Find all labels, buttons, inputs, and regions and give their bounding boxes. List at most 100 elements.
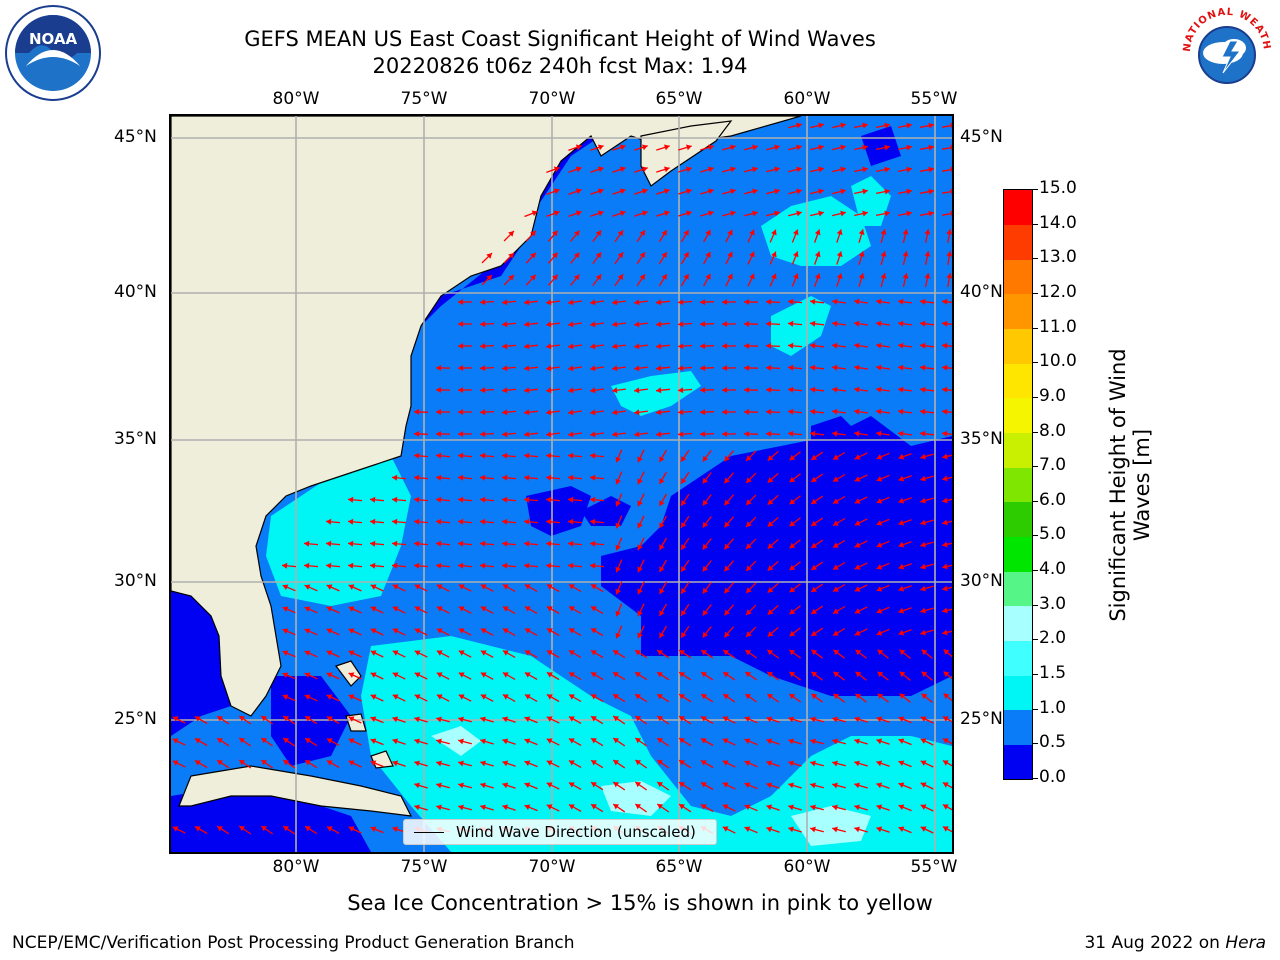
- wave-direction-arrowhead: [613, 782, 619, 788]
- wave-direction-arrowhead: [744, 321, 750, 327]
- wave-direction-arrowhead: [436, 782, 442, 789]
- wave-direction-arrowhead: [568, 716, 575, 722]
- wave-direction-arrowhead: [902, 273, 909, 279]
- wave-direction-arrowhead: [458, 672, 465, 678]
- colorbar-tick-label: 13.0: [1033, 247, 1077, 268]
- wave-height-map[interactable]: [169, 114, 954, 854]
- wave-direction-arrowhead: [524, 387, 530, 394]
- wave-direction-arrowhead: [575, 144, 582, 151]
- wave-direction-arrowhead: [615, 610, 621, 617]
- wave-direction-arrowhead: [261, 738, 268, 744]
- wave-direction-arrowhead: [862, 144, 868, 151]
- wave-direction-arrowhead: [708, 144, 714, 151]
- wave-direction-arrowhead: [348, 628, 355, 634]
- wave-direction-arrowhead: [679, 760, 685, 766]
- wave-direction-arrowhead: [920, 453, 926, 460]
- wave-direction-arrowhead: [458, 409, 464, 415]
- wave-direction-arrowhead: [282, 650, 289, 656]
- wave-direction-arrowhead: [392, 650, 399, 656]
- wave-direction-arrowhead: [659, 456, 665, 462]
- wave-direction-arrowhead: [458, 540, 464, 547]
- wave-direction-arrowhead: [767, 455, 774, 461]
- wave-direction-arrowhead: [854, 586, 861, 592]
- wave-direction-arrowhead: [568, 562, 574, 569]
- wave-direction-arrowhead: [876, 782, 883, 789]
- wave-direction-arrowhead: [681, 610, 687, 616]
- wave-direction-arrowhead: [458, 562, 464, 569]
- wave-direction-arrowhead: [942, 298, 948, 305]
- wave-direction-arrowhead: [524, 474, 530, 481]
- wave-direction-arrowhead: [546, 409, 552, 416]
- wave-direction-arrowhead: [194, 760, 201, 766]
- wave-direction-arrowhead: [568, 299, 574, 306]
- wave-direction-arrowhead: [767, 631, 774, 637]
- wave-direction-arrowhead: [788, 826, 794, 833]
- wave-direction-arrowhead: [767, 587, 774, 593]
- wave-direction-arrowhead: [546, 387, 552, 394]
- wave-direction-arrowhead: [480, 409, 486, 416]
- wave-direction-arrowhead: [950, 188, 952, 195]
- wave-direction-arrowhead: [767, 499, 774, 505]
- wave-direction-arrowhead: [701, 672, 707, 678]
- wave-direction-arrowhead: [546, 496, 552, 503]
- wave-direction-arrowhead: [530, 252, 536, 259]
- wave-direction-arrowhead: [899, 671, 906, 678]
- wave-direction-arrowhead: [502, 738, 509, 745]
- footer-date: 31 Aug 2022 on Hera: [1084, 933, 1266, 953]
- wave-direction-arrowhead: [898, 430, 904, 437]
- wave-direction-arrowhead: [436, 694, 443, 700]
- wave-direction-arrowhead: [818, 144, 824, 151]
- wave-direction-arrowhead: [744, 804, 751, 810]
- wave-direction-arrowhead: [854, 738, 860, 745]
- noaa-logo: NOAA: [4, 4, 102, 102]
- wave-direction-arrowhead: [480, 387, 486, 394]
- wave-direction-arrowhead: [436, 540, 442, 547]
- wave-direction-arrowhead: [591, 716, 597, 722]
- wave-direction-arrowhead: [194, 738, 201, 744]
- wave-direction-arrowhead: [796, 122, 802, 129]
- wave-direction-arrowhead: [617, 252, 624, 259]
- wave-direction-arrowhead: [568, 760, 575, 766]
- wave-direction-arrowhead: [304, 650, 311, 656]
- lon-label-bottom-55w: 55°W: [910, 857, 958, 877]
- wave-direction-arrowhead: [724, 455, 730, 462]
- wave-direction-arrowhead: [635, 804, 642, 810]
- wave-direction-arrowhead: [906, 188, 912, 195]
- wave-direction-arrowhead: [727, 229, 733, 236]
- wave-direction-arrowhead: [239, 760, 245, 766]
- wave-direction-arrowhead: [613, 650, 619, 656]
- wave-direction-arrowhead: [744, 409, 750, 415]
- wave-direction-arrowhead: [326, 540, 332, 547]
- wave-direction-arrowhead: [635, 782, 642, 788]
- wave-direction-arrowhead: [414, 430, 420, 437]
- wave-direction-arrowhead: [591, 672, 597, 678]
- wave-direction-arrowhead: [766, 738, 773, 745]
- wave-direction-arrowhead: [833, 542, 839, 548]
- wave-direction-arrowhead: [679, 716, 685, 722]
- wave-direction-arrowhead: [568, 409, 574, 416]
- wave-direction-arrowhead: [752, 144, 758, 151]
- colorbar-segment: [1004, 328, 1032, 364]
- wave-direction-arrowhead: [744, 365, 750, 371]
- colorbar-segment: [1004, 467, 1032, 503]
- wave-direction-arrowhead: [766, 364, 772, 371]
- wave-direction-arrowhead: [635, 672, 641, 678]
- wave-direction-arrowhead: [722, 716, 729, 722]
- wave-direction-arrowhead: [681, 544, 687, 550]
- wave-direction-arrowhead: [943, 693, 950, 699]
- wave-direction-arrowhead: [701, 650, 707, 656]
- wave-direction-arrowhead: [702, 587, 709, 594]
- wave-direction-arrow: [941, 168, 952, 172]
- wave-direction-arrowhead: [724, 477, 730, 484]
- wave-direction-arrowhead: [902, 229, 909, 235]
- wave-direction-arrowhead: [876, 320, 882, 327]
- wave-direction-arrowhead: [942, 629, 948, 636]
- colorbar-tick-label: 0.5: [1032, 732, 1067, 753]
- wave-direction-arrowhead: [884, 210, 890, 217]
- wave-direction-arrowhead: [612, 431, 618, 438]
- wave-direction-arrowhead: [659, 588, 665, 594]
- wave-direction-arrowhead: [615, 478, 621, 485]
- wave-direction-arrowhead: [657, 738, 663, 744]
- wave-direction-arrowhead: [414, 694, 421, 700]
- wave-direction-arrowhead: [458, 431, 464, 437]
